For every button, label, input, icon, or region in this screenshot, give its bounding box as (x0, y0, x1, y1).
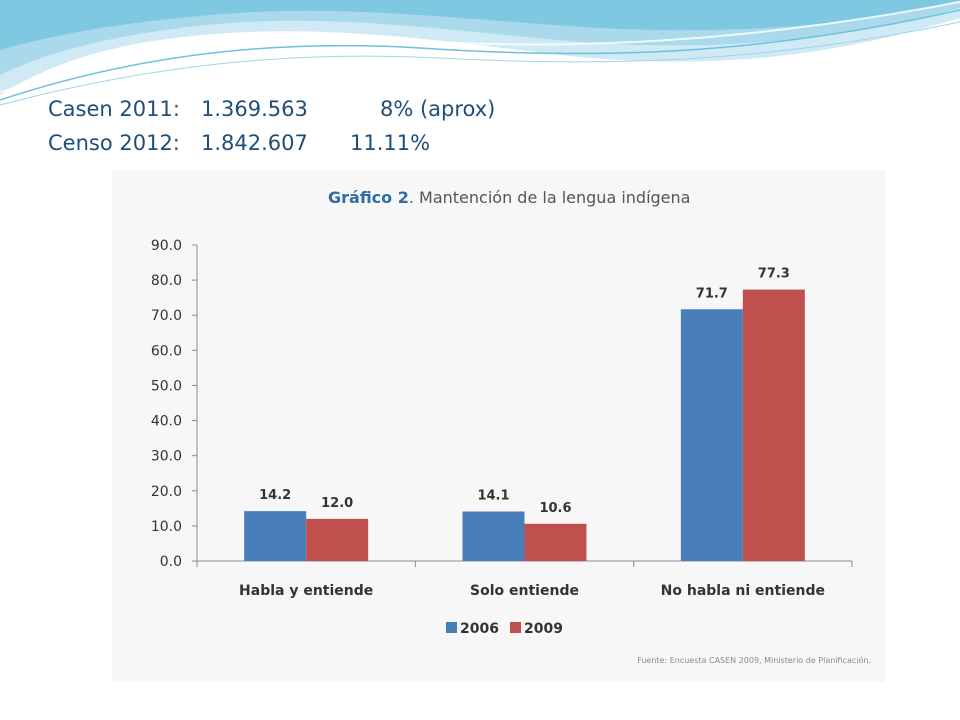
stat-censo-2012: Censo 2012: 1.842.607 11.11% (48, 131, 430, 227)
legend-label: 2009 (524, 621, 563, 637)
y-tick-label: 30.0 (151, 449, 182, 465)
stat-label: Censo 2012: (48, 131, 180, 155)
y-tick-label: 50.0 (151, 378, 182, 394)
bar-2009 (742, 289, 805, 561)
x-category-label: Solo entiende (470, 583, 579, 599)
stat-percent: 8% (aprox) (380, 97, 496, 121)
data-label: 77.3 (758, 267, 790, 282)
chart-source-note: Fuente: Encuesta CASEN 2009, Ministerio … (637, 656, 871, 665)
y-tick-label: 70.0 (151, 308, 182, 324)
y-tick-label: 80.0 (151, 273, 182, 289)
stat-casen-2011: Casen 2011: 1.369.563 8% (aprox) (48, 97, 495, 193)
y-tick-label: 20.0 (151, 484, 182, 500)
legend-swatch (510, 622, 521, 633)
decorative-wave-header (0, 0, 960, 106)
chart-title: Gráfico 2. Mantención de la lengua indíg… (328, 188, 690, 207)
y-tick-label: 90.0 (151, 238, 182, 254)
stat-value: 1.369.563 (201, 97, 308, 121)
chart-title-prefix: Gráfico 2 (328, 188, 409, 207)
chart-panel: Gráfico 2. Mantención de la lengua indíg… (112, 170, 885, 682)
y-tick-label: 40.0 (151, 414, 182, 430)
y-tick-label: 0.0 (160, 554, 182, 570)
stat-value: 1.842.607 (201, 131, 308, 155)
stat-label: Casen 2011: (48, 97, 180, 121)
data-label: 71.7 (696, 286, 728, 301)
data-label: 14.2 (259, 488, 291, 503)
bar-2009 (306, 518, 369, 561)
legend-swatch (446, 622, 457, 633)
legend-label: 2006 (460, 621, 499, 637)
bar-2006 (244, 511, 307, 561)
bar-2009 (524, 523, 587, 561)
bar-2006 (462, 511, 525, 561)
bar-chart: 0.0 10.0 20.0 30.0 40.0 50.0 60.0 70.0 80.0 90.0 1… (151, 238, 853, 637)
chart-title-text: . Mantención de la lengua indígena (408, 188, 691, 207)
x-category-label: Habla y entiende (239, 583, 373, 599)
stat-percent: 11.11% (350, 131, 431, 155)
y-tick-label: 10.0 (151, 519, 182, 535)
data-label: 12.0 (321, 496, 353, 511)
bar-2006 (680, 309, 743, 561)
data-label: 10.6 (539, 501, 571, 516)
data-label: 14.1 (477, 488, 509, 503)
x-category-label: No habla ni entiende (661, 583, 825, 599)
y-tick-label: 60.0 (151, 343, 182, 359)
